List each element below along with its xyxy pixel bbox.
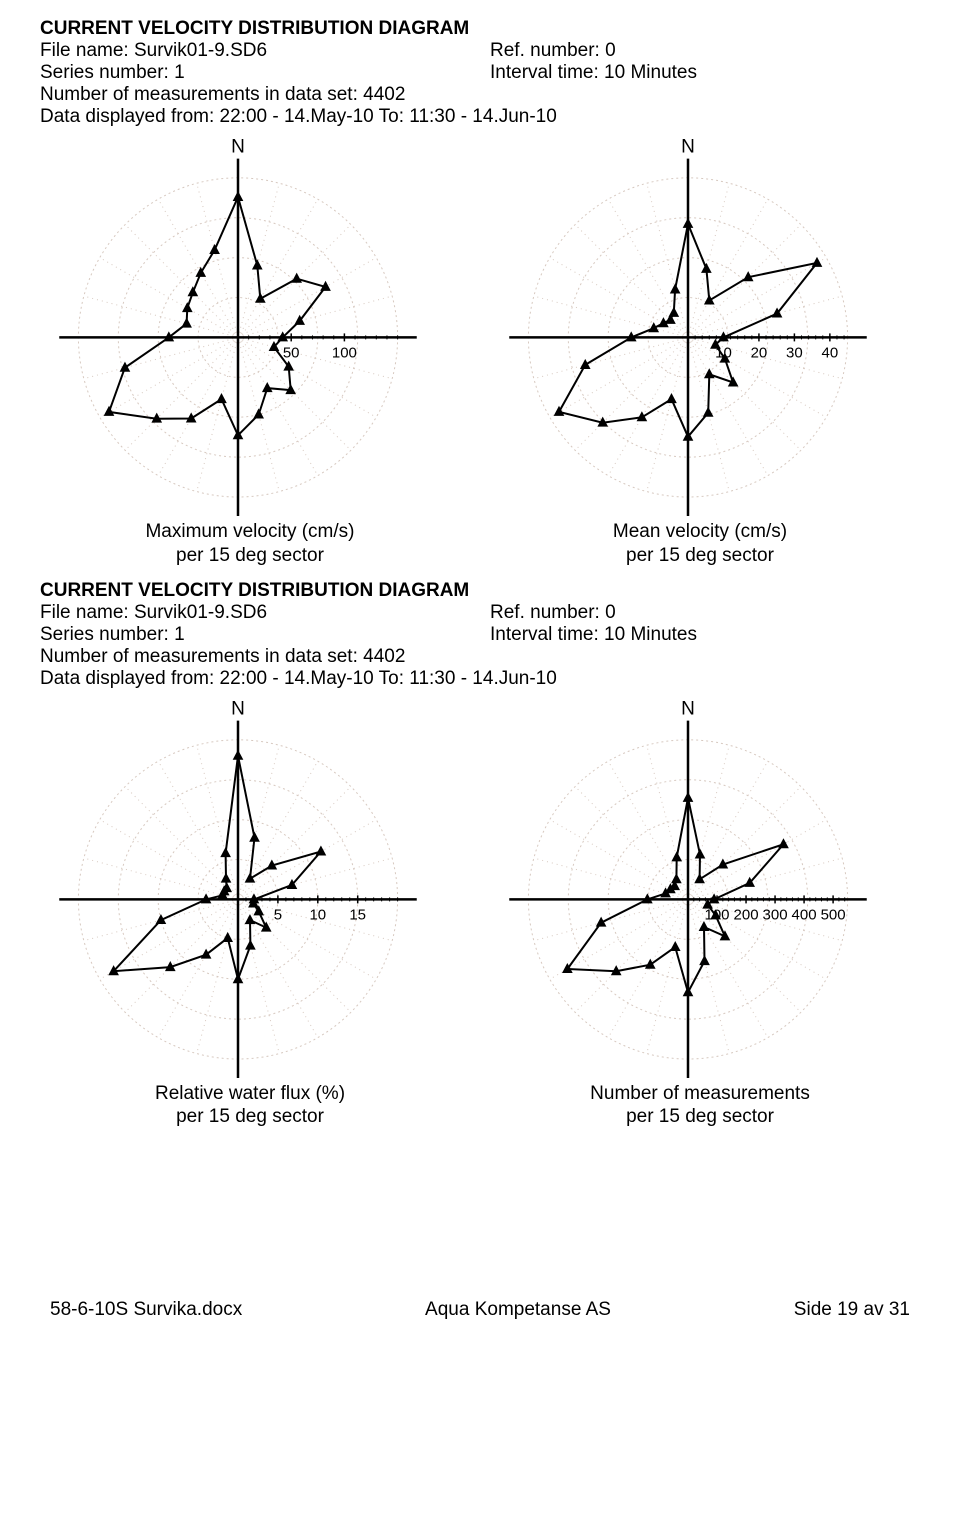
chart-caption-line1: Relative water flux (%) — [155, 1082, 345, 1106]
diagram-title: CURRENT VELOCITY DISTRIBUTION DIAGRAM — [40, 18, 920, 40]
polar-chart-relative-flux: 5 10 15 N — [50, 698, 450, 1078]
header-block-2: CURRENT VELOCITY DISTRIBUTION DIAGRAM Fi… — [40, 580, 920, 690]
svg-text:40: 40 — [822, 344, 839, 361]
num-measurements: Number of measurements in data set: 4402 — [40, 84, 405, 106]
svg-text:N: N — [231, 698, 245, 719]
data-displayed: Data displayed from: 22:00 - 14.May-10 T… — [40, 668, 557, 690]
ref-number: Ref. number: 0 — [490, 602, 920, 624]
svg-text:50: 50 — [283, 344, 300, 361]
chart-caption-line1: Maximum velocity (cm/s) — [145, 520, 354, 544]
polar-chart-num-measurements: 100200300400500N — [500, 698, 900, 1078]
data-displayed: Data displayed from: 22:00 - 14.May-10 T… — [40, 106, 557, 128]
svg-text:30: 30 — [786, 344, 803, 361]
chart-caption-line1: Mean velocity (cm/s) — [613, 520, 787, 544]
svg-text:200: 200 — [734, 906, 759, 923]
footer-center: Aqua Kompetanse AS — [425, 1299, 611, 1321]
svg-text:20: 20 — [751, 344, 768, 361]
svg-text:5: 5 — [274, 906, 282, 923]
page-footer: 58-6-10S Survika.docx Aqua Kompetanse AS… — [40, 1299, 920, 1341]
footer-right: Side 19 av 31 — [794, 1299, 910, 1321]
chart-caption-line2: per 15 deg sector — [155, 1105, 345, 1129]
file-name: File name: Survik01-9.SD6 — [40, 602, 490, 624]
footer-left: 58-6-10S Survika.docx — [50, 1299, 242, 1321]
file-name: File name: Survik01-9.SD6 — [40, 40, 490, 62]
svg-text:N: N — [681, 137, 695, 158]
svg-text:N: N — [231, 137, 245, 158]
interval-time: Interval time: 10 Minutes — [490, 62, 920, 84]
series-number: Series number: 1 — [40, 62, 490, 84]
interval-time: Interval time: 10 Minutes — [490, 624, 920, 646]
ref-number: Ref. number: 0 — [490, 40, 920, 62]
chart-caption-line2: per 15 deg sector — [613, 544, 787, 568]
num-measurements: Number of measurements in data set: 4402 — [40, 646, 405, 668]
svg-text:500: 500 — [821, 906, 846, 923]
chart-caption-line2: per 15 deg sector — [145, 544, 354, 568]
polar-chart-mean-velocity: 10203040N — [500, 136, 900, 516]
series-number: Series number: 1 — [40, 624, 490, 646]
svg-text:10: 10 — [309, 906, 326, 923]
svg-text:300: 300 — [763, 906, 788, 923]
polar-chart-max-velocity: 50 100 N — [50, 136, 450, 516]
svg-text:15: 15 — [349, 906, 366, 923]
chart-caption-line2: per 15 deg sector — [590, 1105, 810, 1129]
chart-caption-line1: Number of measurements — [590, 1082, 810, 1106]
svg-text:100: 100 — [332, 344, 357, 361]
header-block-1: CURRENT VELOCITY DISTRIBUTION DIAGRAM Fi… — [40, 18, 920, 128]
svg-text:N: N — [681, 698, 695, 719]
svg-text:400: 400 — [792, 906, 817, 923]
diagram-title: CURRENT VELOCITY DISTRIBUTION DIAGRAM — [40, 580, 920, 602]
